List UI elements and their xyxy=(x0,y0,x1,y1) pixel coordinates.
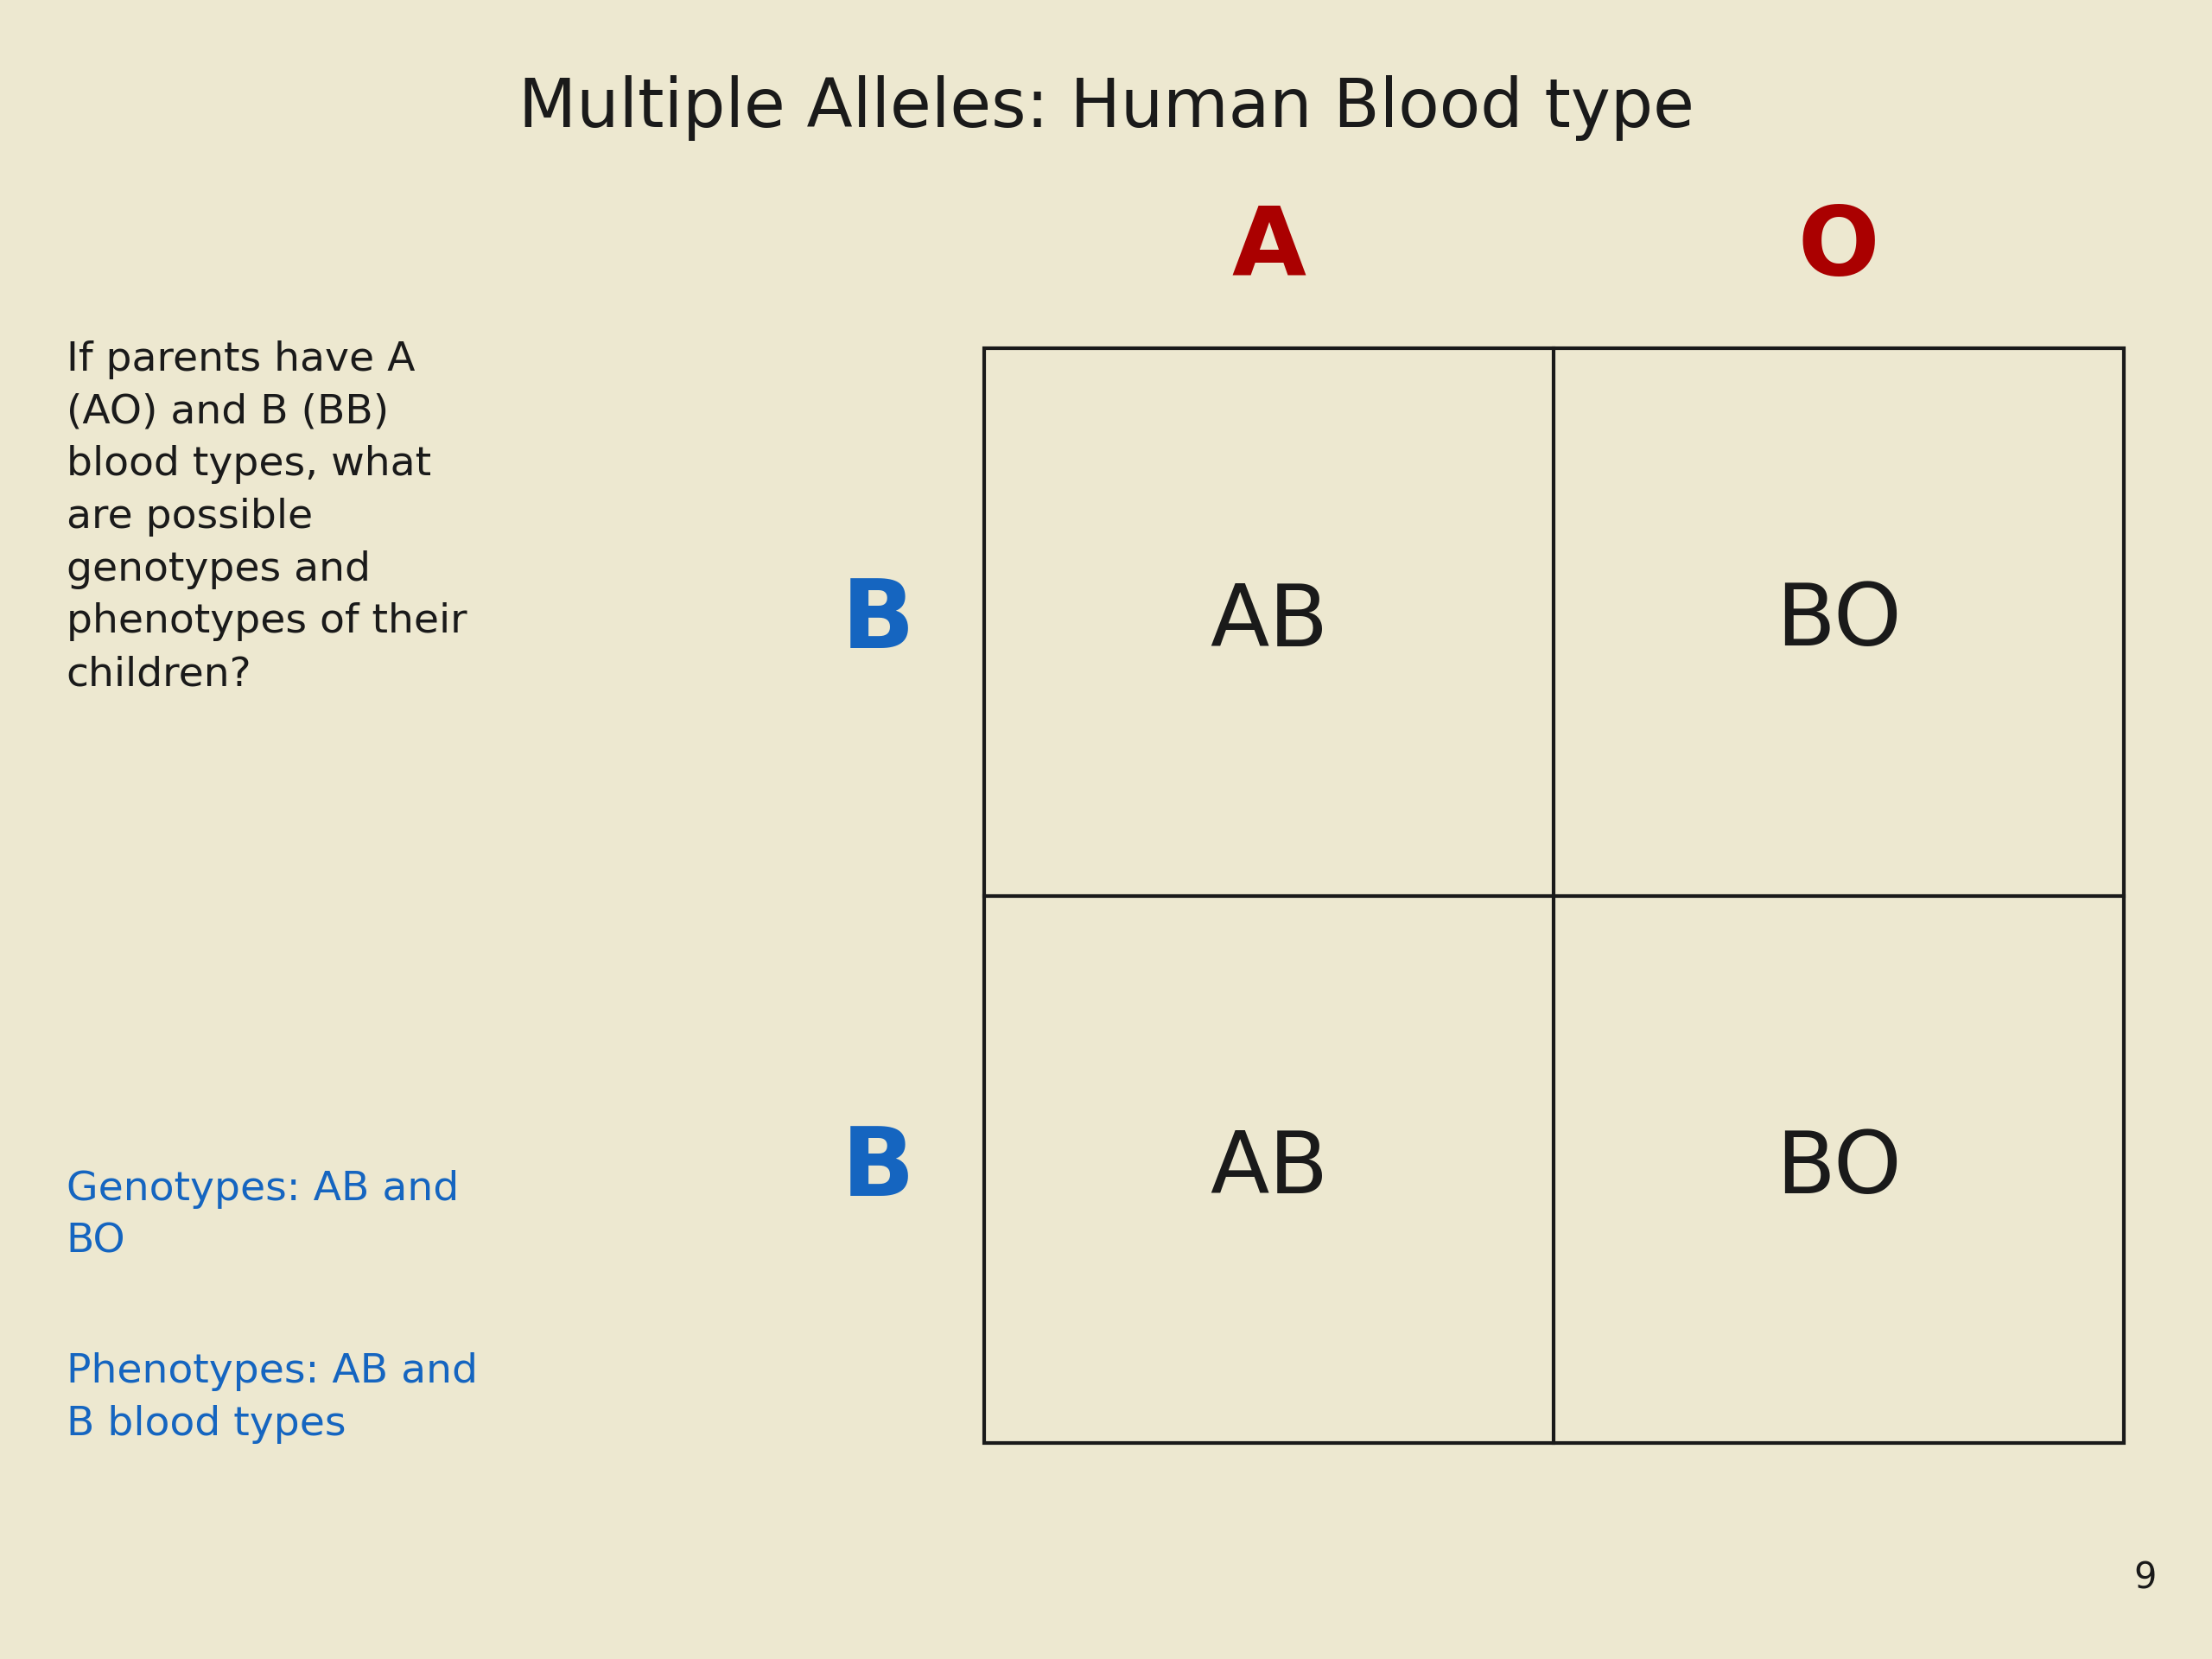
Text: BO: BO xyxy=(1776,1128,1902,1211)
Text: B: B xyxy=(841,576,916,669)
Text: If parents have A
(AO) and B (BB)
blood types, what
are possible
genotypes and
p: If parents have A (AO) and B (BB) blood … xyxy=(66,340,467,693)
Text: Phenotypes: AB and
B blood types: Phenotypes: AB and B blood types xyxy=(66,1352,478,1443)
Text: 9: 9 xyxy=(2135,1559,2157,1596)
Text: Genotypes: AB and
BO: Genotypes: AB and BO xyxy=(66,1170,458,1261)
Text: B: B xyxy=(841,1123,916,1216)
Text: BO: BO xyxy=(1776,581,1902,664)
Text: AB: AB xyxy=(1210,581,1329,664)
Bar xyxy=(984,348,2124,1443)
Text: A: A xyxy=(1232,202,1307,295)
Text: AB: AB xyxy=(1210,1128,1329,1211)
Text: Multiple Alleles: Human Blood type: Multiple Alleles: Human Blood type xyxy=(518,75,1694,141)
Text: O: O xyxy=(1798,202,1880,295)
